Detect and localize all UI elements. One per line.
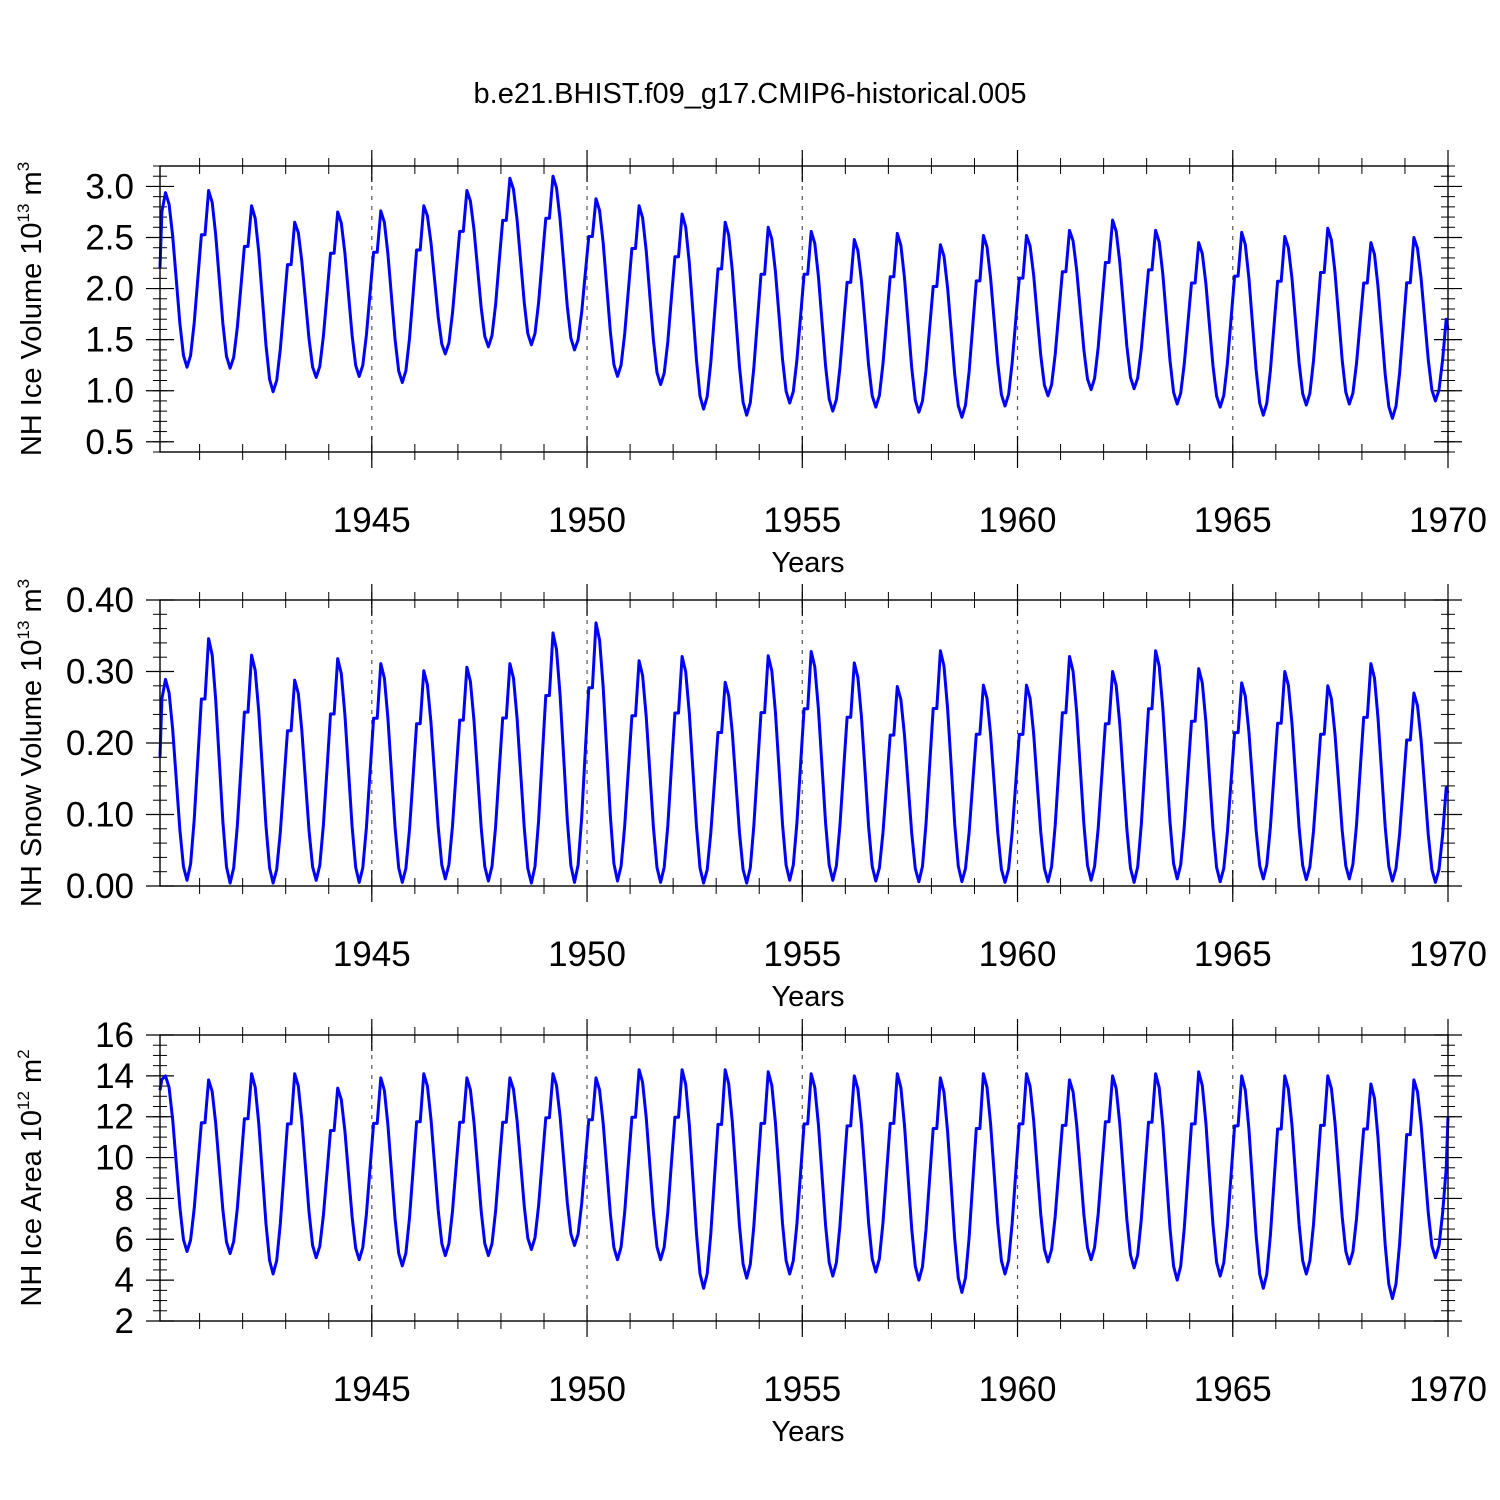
- chart-0-ylabel: NH Ice Volume 1013 m3: [14, 162, 48, 456]
- chart-1-ylabel-unit-exp: 3: [14, 579, 33, 588]
- ice-volume-panel: 0.5 1.0 1.5 2.0 2.5 3.0 1945 1950 1955 1960 1965 19…: [14, 150, 1487, 579]
- chart-1-ylabel-exp: 13: [14, 621, 33, 640]
- chart-0-series-line: [158, 174, 1450, 420]
- figure-title: b.e21.BHIST.f09_g17.CMIP6-historical.005: [474, 78, 1027, 110]
- chart-1-ylabel: NH Snow Volume 1013 m3: [14, 579, 48, 907]
- chart-2-ylabel-unit-exp: 2: [14, 1049, 33, 1058]
- snow-volume-panel: 0.00 0.10 0.20 0.30 0.40 1945 1950 1955 1960 1965…: [14, 579, 1487, 1013]
- chart-0-ytick-label: 1.5: [85, 321, 134, 360]
- chart-1-xtick-label: 1960: [979, 935, 1057, 974]
- chart-2-series-line: [158, 1068, 1450, 1300]
- chart-1-frame: [159, 599, 1449, 887]
- chart-0-ylabel-unit: m: [16, 171, 48, 203]
- chart-0-ytick-label: 1.0: [85, 372, 134, 411]
- chart-2-ylabel-exp: 12: [14, 1091, 33, 1110]
- chart-1-ytick-label: 0.20: [66, 724, 134, 763]
- chart-0-xtick-label: 1960: [979, 501, 1057, 540]
- chart-0-ytick-label: 0.5: [85, 423, 134, 462]
- chart-1-ytick-label: 0.00: [66, 867, 134, 906]
- chart-2-frame: [159, 1034, 1449, 1322]
- chart-0-xtick-label: 1950: [548, 501, 626, 540]
- chart-0-ylabel-text: NH Ice Volume 10: [16, 222, 48, 456]
- chart-2-ylabel-unit: m: [16, 1059, 48, 1091]
- chart-0-xtick-label: 1945: [333, 501, 411, 540]
- chart-2-ytick-label: 16: [95, 1016, 134, 1055]
- chart-1-xtick-label: 1950: [548, 935, 626, 974]
- chart-0-ylabel-exp: 13: [14, 204, 33, 223]
- chart-2-xtick-label: 1970: [1409, 1370, 1487, 1409]
- chart-2-ytick-label: 2: [115, 1302, 134, 1341]
- chart-2-ytick-label: 4: [115, 1261, 134, 1300]
- chart-0-xtick-label: 1965: [1194, 501, 1272, 540]
- chart-2-ytick-label: 6: [115, 1220, 134, 1259]
- chart-1-xtick-label: 1965: [1194, 935, 1272, 974]
- chart-2-ytick-label: 8: [115, 1179, 134, 1218]
- chart-1-ylabel-text: NH Snow Volume 10: [16, 640, 48, 908]
- chart-2-ytick-label: 12: [95, 1098, 134, 1137]
- chart-0-ytick-label: 2.0: [85, 270, 134, 309]
- chart-1-ytick-label: 0.10: [66, 796, 134, 835]
- chart-0-ytick-label: 3.0: [85, 167, 134, 206]
- chart-0-xtick-label: 1970: [1409, 501, 1487, 540]
- chart-1-ylabel-unit: m: [16, 588, 48, 620]
- chart-1-xlabel: Years: [771, 981, 844, 1013]
- chart-2-xtick-label: 1950: [548, 1370, 626, 1409]
- chart-2-ylabel-text: NH Ice Area 10: [16, 1110, 48, 1307]
- chart-0-xlabel: Years: [771, 547, 844, 579]
- chart-1-xtick-label: 1945: [333, 935, 411, 974]
- chart-2-xlabel: Years: [771, 1416, 844, 1448]
- chart-2-ylabel: NH Ice Area 1012 m2: [14, 1049, 48, 1306]
- chart-2-xtick-label: 1955: [763, 1370, 841, 1409]
- chart-2-ytick-label: 10: [95, 1139, 134, 1178]
- chart-2-ytick-label: 14: [95, 1057, 134, 1096]
- chart-1-ytick-label: 0.30: [66, 653, 134, 692]
- chart-1-series-line: [158, 621, 1450, 885]
- chart-1-ytick-label: 0.40: [66, 581, 134, 620]
- chart-0-frame: [159, 165, 1449, 453]
- chart-2-xtick-label: 1965: [1194, 1370, 1272, 1409]
- chart-2-xtick-label: 1945: [333, 1370, 411, 1409]
- chart-0-ytick-label: 2.5: [85, 219, 134, 258]
- chart-1-xtick-label: 1970: [1409, 935, 1487, 974]
- chart-0-xtick-label: 1955: [763, 501, 841, 540]
- chart-0-ylabel-unit-exp: 3: [14, 162, 33, 171]
- chart-2-xtick-label: 1960: [979, 1370, 1057, 1409]
- chart-1-xtick-label: 1955: [763, 935, 841, 974]
